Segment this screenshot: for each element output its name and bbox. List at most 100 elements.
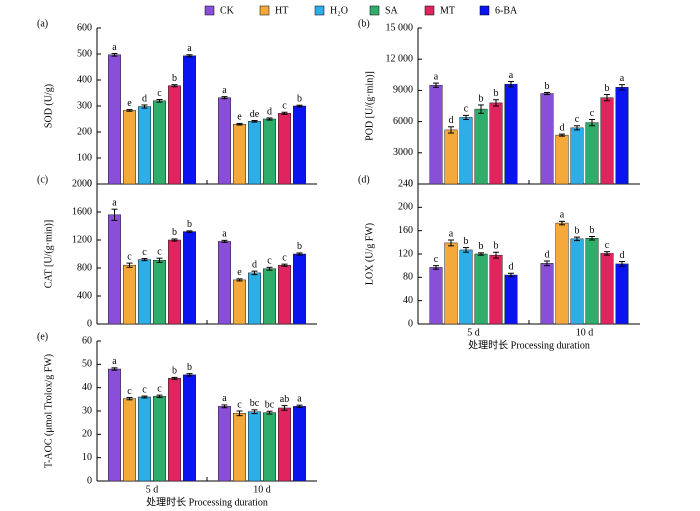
error-bar — [281, 405, 288, 411]
error-bar — [604, 251, 610, 256]
y-tick-label: 600 — [77, 22, 92, 33]
bar — [585, 238, 599, 325]
y-tick-label: 0 — [408, 178, 413, 189]
error-bar — [433, 265, 439, 270]
significance-letter: de — [250, 109, 260, 120]
significance-letter: a — [112, 42, 117, 53]
error-bar — [186, 230, 193, 233]
significance-letter: a — [434, 71, 439, 82]
y-tick-label: 0 — [87, 318, 92, 329]
bar — [248, 272, 261, 325]
legend-label: HT — [275, 5, 288, 16]
error-bar — [141, 395, 148, 399]
significance-letter: b — [172, 366, 177, 377]
y-tick-label: 800 — [77, 262, 92, 273]
bar — [233, 123, 246, 185]
bar — [444, 129, 458, 185]
error-bar — [126, 109, 133, 112]
significance-letter: b — [494, 241, 499, 252]
error-bar — [463, 114, 469, 121]
y-tick-label: 200 — [398, 202, 413, 213]
bar — [540, 93, 554, 185]
bar — [615, 263, 629, 325]
error-bar — [281, 263, 288, 267]
bar — [108, 54, 121, 185]
bar — [248, 411, 261, 482]
error-bar — [619, 84, 625, 91]
bar — [504, 274, 518, 325]
y-tick-label: 120 — [398, 248, 413, 259]
bar — [153, 260, 166, 325]
significance-letter: d — [252, 259, 257, 270]
y-tick-label: 40 — [403, 295, 413, 306]
significance-letter: b — [479, 241, 484, 252]
significance-letter: c — [605, 240, 610, 251]
significance-letter: c — [127, 251, 132, 262]
error-bar — [236, 410, 243, 417]
y-tick-label: 9000 — [393, 85, 413, 96]
significance-letter: c — [267, 256, 272, 267]
bar — [429, 267, 443, 325]
bar — [489, 254, 503, 325]
significance-letter: a — [222, 393, 227, 404]
bar — [474, 108, 488, 185]
error-bar — [251, 409, 258, 415]
significance-letter: a — [560, 210, 565, 221]
bar — [504, 83, 518, 185]
y-tick-label: 40 — [82, 382, 92, 393]
significance-letter: c — [282, 252, 287, 263]
y-axis-title: CAT [U/(g·min)] — [43, 220, 54, 288]
error-bar — [544, 260, 550, 267]
significance-letter: d — [449, 115, 454, 126]
x-tick-label: 10 d — [253, 484, 271, 495]
error-bar — [559, 133, 565, 137]
y-tick-label: 400 — [77, 74, 92, 85]
bar — [459, 249, 473, 325]
panel-label: (e) — [37, 331, 48, 342]
bar — [263, 118, 276, 185]
bar — [168, 239, 181, 325]
error-bar — [156, 257, 163, 263]
error-bar — [508, 272, 514, 278]
legend-label: MT — [440, 5, 455, 16]
bar — [263, 412, 276, 482]
significance-letter: d — [267, 106, 272, 117]
significance-letter: b — [187, 362, 192, 373]
error-bar — [111, 52, 118, 57]
significance-letter: d — [545, 249, 550, 260]
error-bar — [171, 376, 178, 380]
significance-letter: a — [297, 393, 302, 404]
bar — [278, 264, 291, 325]
bar — [123, 264, 136, 325]
y-tick-label: 60 — [82, 335, 92, 346]
y-tick-label: 50 — [82, 359, 92, 370]
y-tick-label: 500 — [77, 48, 92, 59]
y-tick-label: 6000 — [393, 116, 413, 127]
legend-swatch — [204, 5, 215, 16]
error-bar — [221, 404, 228, 409]
y-tick-label: 1200 — [72, 234, 92, 245]
error-bar — [604, 94, 610, 102]
error-bar — [236, 122, 243, 126]
legend-swatch — [424, 5, 435, 16]
significance-letter: a — [620, 73, 625, 84]
bar — [263, 268, 276, 325]
significance-letter: c — [237, 399, 242, 410]
legend-swatch — [369, 5, 380, 16]
significance-letter: c — [575, 114, 580, 125]
error-bar — [221, 239, 228, 243]
significance-letter: a — [112, 197, 117, 208]
error-bar — [296, 404, 303, 408]
bar — [459, 117, 473, 185]
bar — [555, 134, 569, 185]
significance-letter: c — [127, 386, 132, 397]
bar — [293, 105, 306, 185]
bar — [168, 85, 181, 185]
y-tick-label: 0 — [87, 178, 92, 189]
error-bar — [171, 84, 178, 88]
bar — [444, 242, 458, 325]
legend-swatch — [314, 5, 325, 16]
panel-label: (d) — [358, 174, 370, 185]
error-bar — [186, 54, 193, 58]
error-bar — [493, 99, 499, 107]
